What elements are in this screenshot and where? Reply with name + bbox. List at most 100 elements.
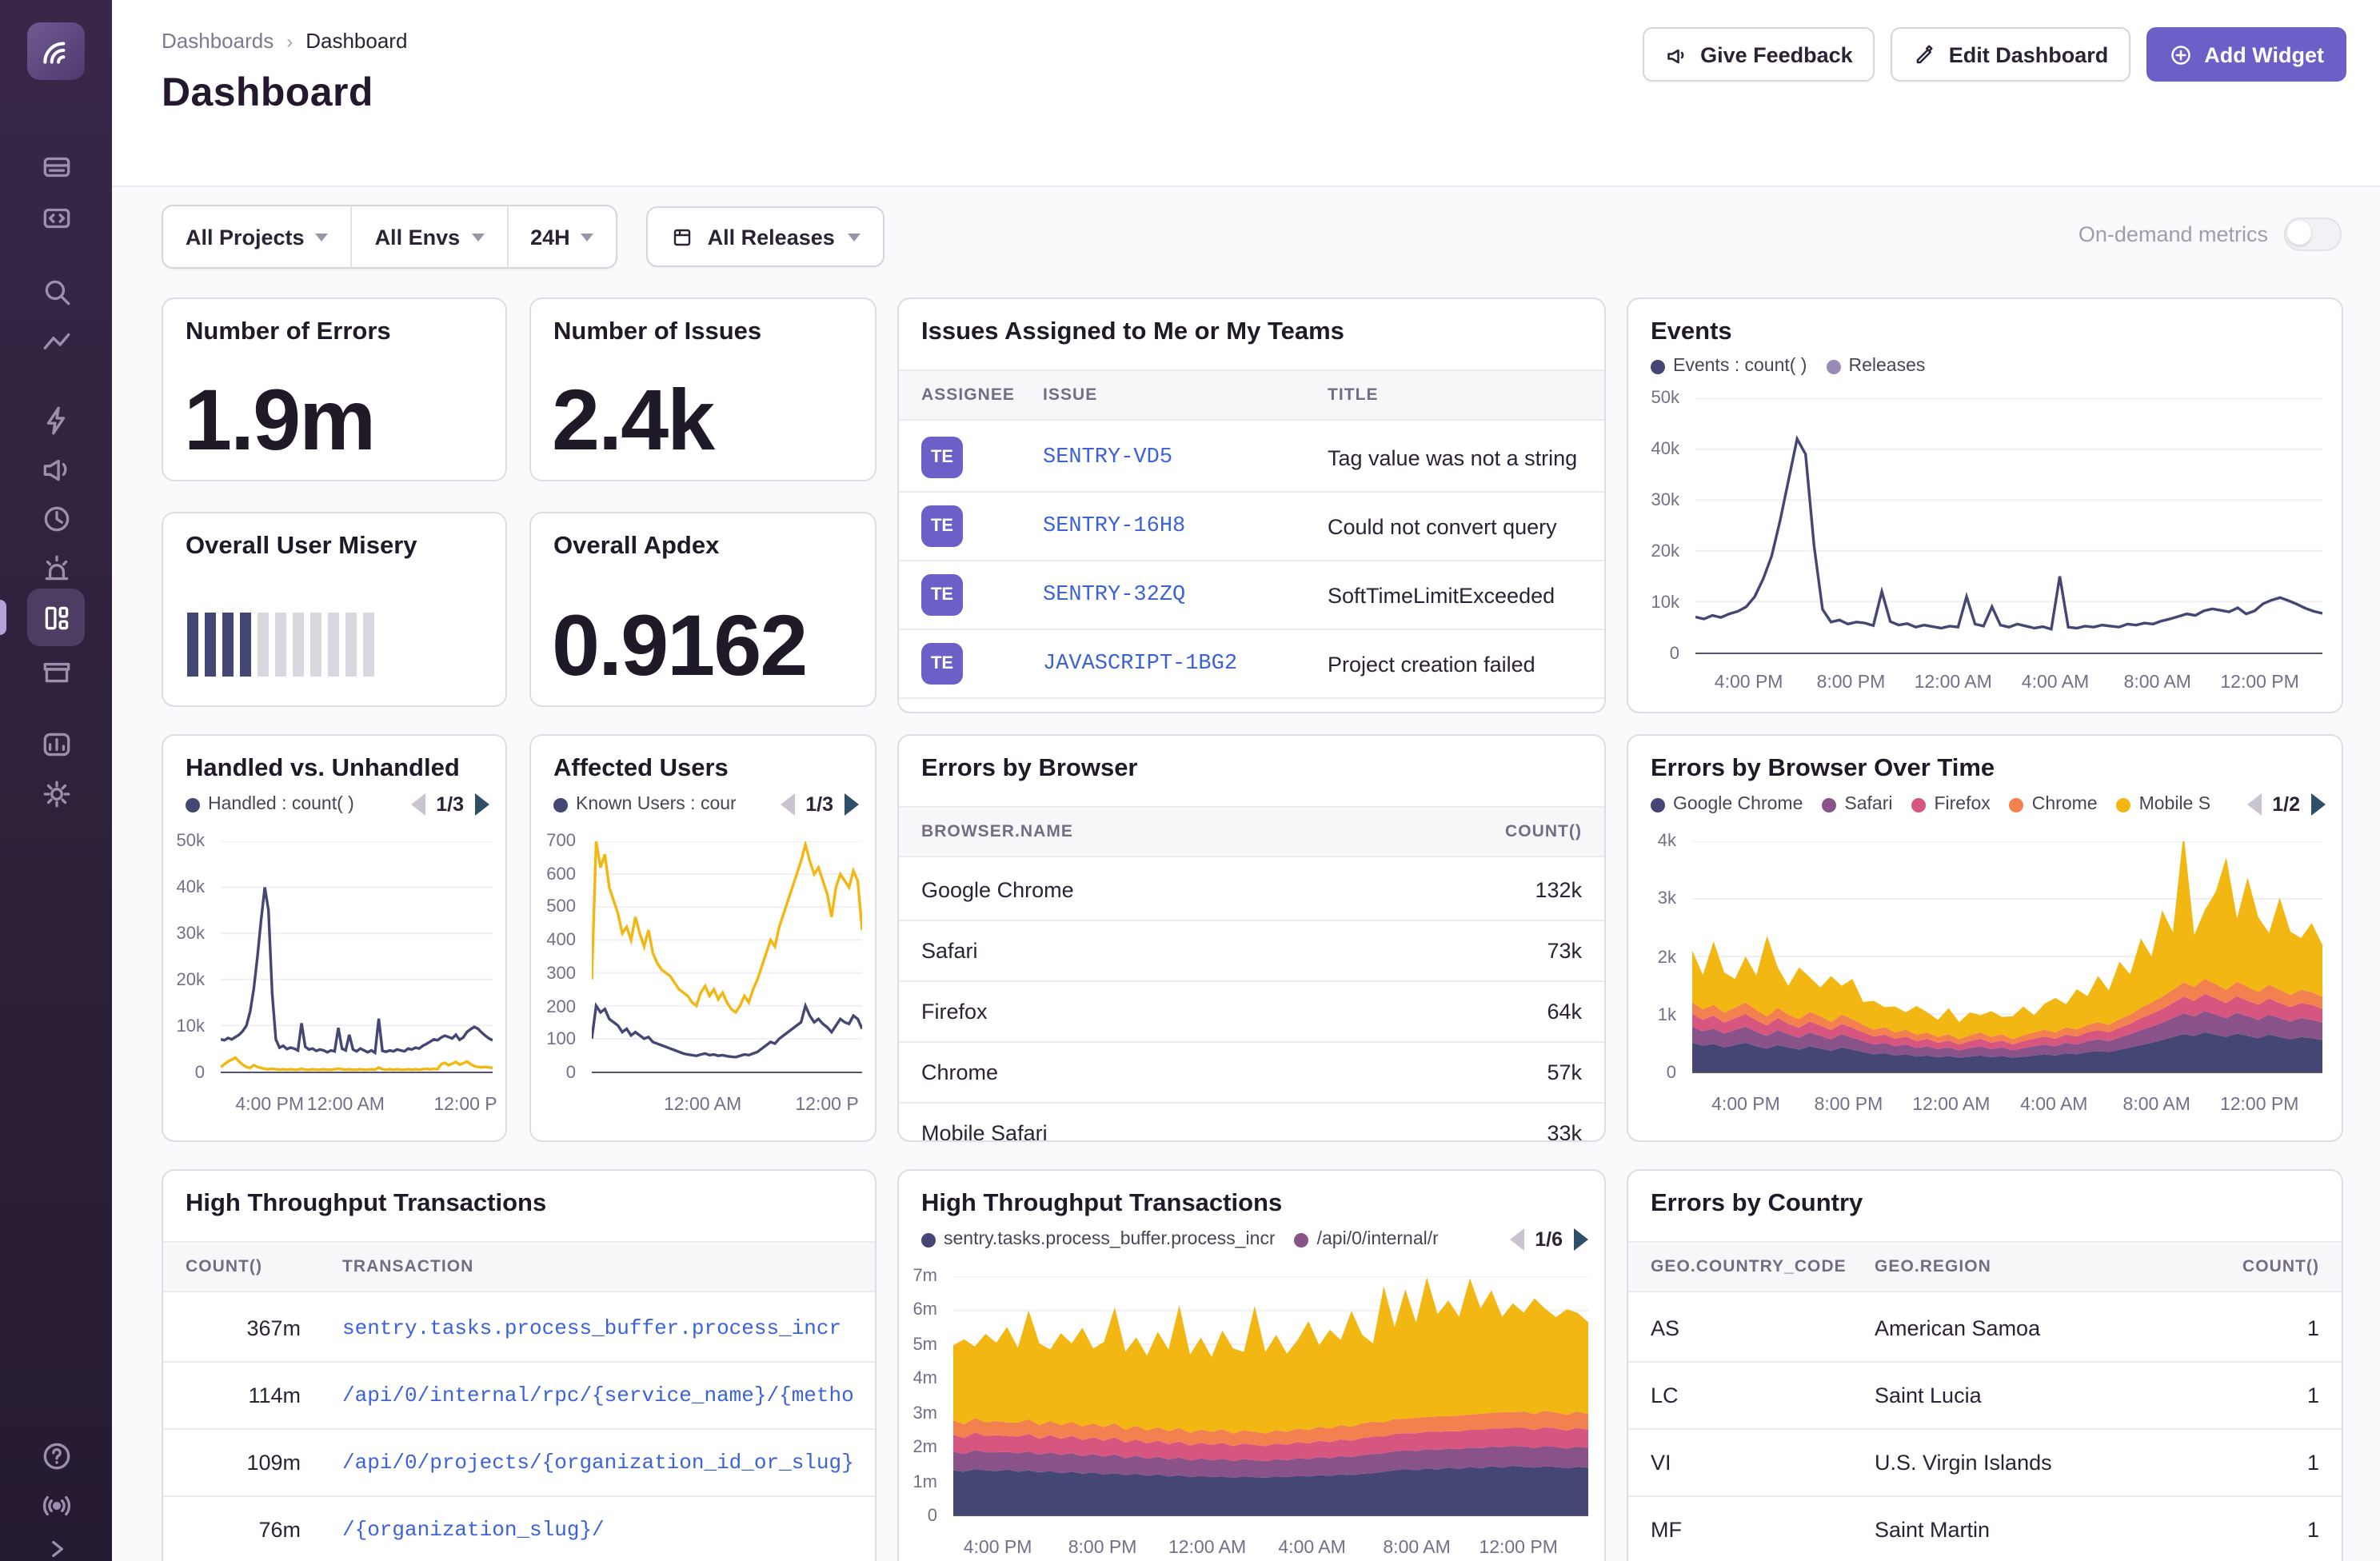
htt-chart <box>953 1276 1588 1515</box>
legend-item[interactable]: Google Chrome <box>1651 795 1803 814</box>
widget-title: Events <box>1651 318 1732 345</box>
on-demand-metrics-toggle[interactable] <box>2284 218 2342 251</box>
edit-dashboard-button[interactable]: Edit Dashboard <box>1891 27 2131 82</box>
table-row[interactable]: VI U.S. Virgin Islands 1 <box>1628 1430 2342 1497</box>
sidebar-item-insights[interactable] <box>27 715 85 773</box>
sidebar-item-feedback[interactable] <box>27 641 85 699</box>
table-row[interactable]: TE SENTRY-VD5 Tag value was not a string <box>899 424 1604 493</box>
table-row[interactable]: Firefox 64k <box>899 982 1604 1043</box>
sidebar-item-alerts[interactable] <box>27 539 85 597</box>
legend-dot-icon <box>1651 359 1665 373</box>
issue-link[interactable]: SENTRY-32ZQ <box>1043 583 1186 607</box>
sidebar-item-broadcast[interactable] <box>27 1476 85 1534</box>
column-header-issue[interactable]: ISSUE <box>1043 385 1098 405</box>
x-axis: 12:00 AM 12:00 P <box>592 1086 862 1118</box>
table-row[interactable]: TE SENTRY-32ZQ SoftTimeLimitExceeded <box>899 561 1604 630</box>
table-row[interactable]: TE JAVASCRIPT-1BG2 Project creation failed <box>899 630 1604 699</box>
environment-filter[interactable]: All Envs <box>350 206 507 267</box>
sidebar-item-settings[interactable] <box>27 765 85 822</box>
issue-link[interactable]: SENTRY-VD5 <box>1043 445 1173 469</box>
breadcrumb-dashboards-link[interactable]: Dashboards <box>162 29 274 53</box>
sidebar-item-releases[interactable] <box>27 440 85 497</box>
legend-item[interactable]: Handled : count( ) <box>186 795 354 814</box>
y-tick-label: 20k <box>1651 542 1680 561</box>
legend-item[interactable]: Releases <box>1826 357 1925 376</box>
legend-item[interactable]: Chrome <box>2009 795 2098 814</box>
widget-overall-user-misery[interactable]: Overall User Misery <box>162 512 507 707</box>
next-page-icon[interactable] <box>2311 793 2326 816</box>
date-range-filter[interactable]: 24H <box>506 206 617 267</box>
affected-users-plot <box>592 841 862 1073</box>
chart-legend: sentry.tasks.process_buffer.process_incr… <box>921 1228 1588 1251</box>
legend-item[interactable]: Safari <box>1822 795 1892 814</box>
legend-item[interactable]: Mobile S <box>2116 795 2210 814</box>
column-header-region[interactable]: GEO.REGION <box>1875 1257 1991 1276</box>
legend-pager: 1/2 <box>2246 793 2326 816</box>
table-row[interactable]: 109m/api/0/projects/{organization_id_or_… <box>163 1430 875 1497</box>
table-row[interactable]: Google Chrome 132k <box>899 860 1604 921</box>
country-count: 1 <box>2306 1451 2319 1475</box>
add-widget-button[interactable]: Add Widget <box>2146 27 2346 82</box>
prev-page-icon[interactable] <box>410 793 425 816</box>
x-axis: 4:00 PM 8:00 PM 12:00 AM 4:00 AM 8:00 AM 12:0… <box>1695 664 2322 696</box>
table-row[interactable]: LC Saint Lucia 1 <box>1628 1363 2342 1430</box>
widget-overall-apdex[interactable]: Overall Apdex 0.9162 <box>529 512 877 707</box>
sidebar-item-issues[interactable] <box>27 138 85 195</box>
column-header-assignee[interactable]: ASSIGNEE <box>921 385 1015 405</box>
legend-item[interactable]: Known Users : cour <box>553 795 737 814</box>
column-header-transaction[interactable]: TRANSACTION <box>342 1257 474 1276</box>
sentry-logo-icon[interactable] <box>27 22 85 80</box>
column-header-count[interactable]: COUNT() <box>2242 1257 2319 1276</box>
table-row[interactable]: Chrome 57k <box>899 1043 1604 1104</box>
table-row[interactable]: Safari 73k <box>899 921 1604 982</box>
transaction-link[interactable]: /api/0/internal/rpc/{service_name}/{meth… <box>342 1383 853 1407</box>
issue-link[interactable]: SENTRY-16H8 <box>1043 514 1186 538</box>
table-row[interactable]: TE SENTRY-16H8 Could not convert query <box>899 493 1604 561</box>
next-page-icon[interactable] <box>1574 1228 1588 1251</box>
next-page-icon[interactable] <box>845 793 859 816</box>
y-axis: 0 10k 20k 30k 40k 50k <box>166 832 214 1083</box>
sidebar-item-dashboards[interactable] <box>27 589 85 646</box>
sidebar-item-stats[interactable] <box>27 313 85 371</box>
sidebar-item-search[interactable] <box>27 262 85 320</box>
table-row[interactable]: 367m sentry.tasks.process_buffer.process_… <box>163 1296 875 1363</box>
table-row[interactable]: 76m /{organization_slug}/ <box>163 1497 875 1561</box>
table-row[interactable]: Mobile Safari 33k <box>899 1104 1604 1140</box>
widget-title: Errors by Browser Over Time <box>1651 755 1995 782</box>
sidebar-item-performance[interactable] <box>27 390 85 448</box>
column-header-browser-name[interactable]: BROWSER.NAME <box>921 822 1073 841</box>
transaction-count: 76m <box>258 1518 301 1542</box>
prev-page-icon[interactable] <box>1509 1228 1524 1251</box>
table-row[interactable]: MF Saint Martin 1 <box>1628 1497 2342 1561</box>
column-header-count[interactable]: COUNT() <box>1505 822 1582 841</box>
column-header-title[interactable]: TITLE <box>1328 385 1379 405</box>
prev-page-icon[interactable] <box>2246 793 2262 816</box>
widget-title: Affected Users <box>553 755 729 782</box>
issue-link[interactable]: JAVASCRIPT-1BG2 <box>1043 652 1238 676</box>
table-row[interactable]: AS American Samoa 1 <box>1628 1296 2342 1363</box>
legend-item[interactable]: Events : count( ) <box>1651 357 1807 376</box>
avatar: TE <box>921 643 963 685</box>
sidebar-collapse-chevron[interactable] <box>27 1519 85 1561</box>
project-filter[interactable]: All Projects <box>163 206 351 267</box>
next-page-icon[interactable] <box>475 793 489 816</box>
widget-number-of-issues[interactable]: Number of Issues 2.4k <box>529 297 877 481</box>
legend-item[interactable]: Firefox <box>1911 795 1991 814</box>
transaction-link[interactable]: /api/0/projects/{organization_id_or_slug… <box>342 1451 853 1475</box>
y-tick-label: 500 <box>546 897 576 917</box>
prev-page-icon[interactable] <box>780 793 795 816</box>
releases-filter[interactable]: All Releases <box>646 206 885 267</box>
column-header-count[interactable]: COUNT() <box>186 1257 262 1276</box>
transaction-link[interactable]: sentry.tasks.process_buffer.process_incr <box>342 1316 842 1340</box>
sidebar-item-help[interactable] <box>27 1427 85 1484</box>
give-feedback-button[interactable]: Give Feedback <box>1643 27 1875 82</box>
widget-number-of-errors[interactable]: Number of Errors 1.9m <box>162 297 507 481</box>
transaction-link[interactable]: /{organization_slug}/ <box>342 1518 605 1542</box>
column-header-country-code[interactable]: GEO.COUNTRY_CODE <box>1651 1257 1847 1276</box>
sidebar-item-replays[interactable] <box>27 489 85 547</box>
legend-item[interactable]: sentry.tasks.process_buffer.process_incr <box>921 1230 1276 1249</box>
table-row[interactable]: 114m/api/0/internal/rpc/{service_name}/{… <box>163 1363 875 1430</box>
sidebar-item-projects[interactable] <box>27 189 85 246</box>
legend-item[interactable]: /api/0/internal/r <box>1294 1230 1439 1249</box>
